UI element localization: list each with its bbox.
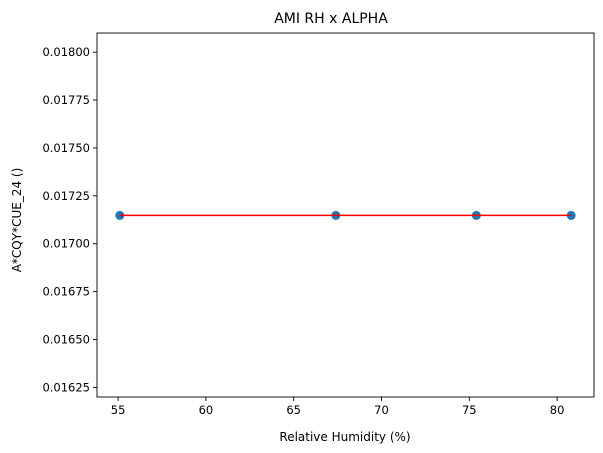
plot-area: [115, 210, 576, 220]
y-tick-label: 0.01750: [42, 141, 90, 155]
x-tick-label: 70: [374, 403, 389, 417]
y-axis: 0.01625 0.01650 0.01675 0.01700 0.01725 0.017…: [42, 45, 97, 394]
y-tick-label: 0.01775: [42, 93, 90, 107]
y-tick-label: 0.01650: [42, 333, 90, 347]
x-tick-label: 55: [111, 403, 126, 417]
x-axis: 55 60 65 70 75 80: [111, 397, 565, 417]
y-axis-label: A*CQY*CUE_24 (): [10, 168, 24, 273]
x-axis-label: Relative Humidity (%): [279, 430, 410, 444]
y-tick-label: 0.01800: [42, 45, 90, 59]
x-tick-label: 65: [286, 403, 301, 417]
x-tick-label: 80: [550, 403, 565, 417]
y-tick-label: 0.01700: [42, 237, 90, 251]
chart-title: AMI RH x ALPHA: [274, 11, 388, 27]
y-tick-label: 0.01675: [42, 285, 90, 299]
x-tick-label: 60: [199, 403, 214, 417]
x-tick-label: 75: [462, 403, 477, 417]
y-tick-label: 0.01725: [42, 189, 90, 203]
y-tick-label: 0.01625: [42, 380, 90, 394]
plot-frame: [96, 32, 595, 398]
